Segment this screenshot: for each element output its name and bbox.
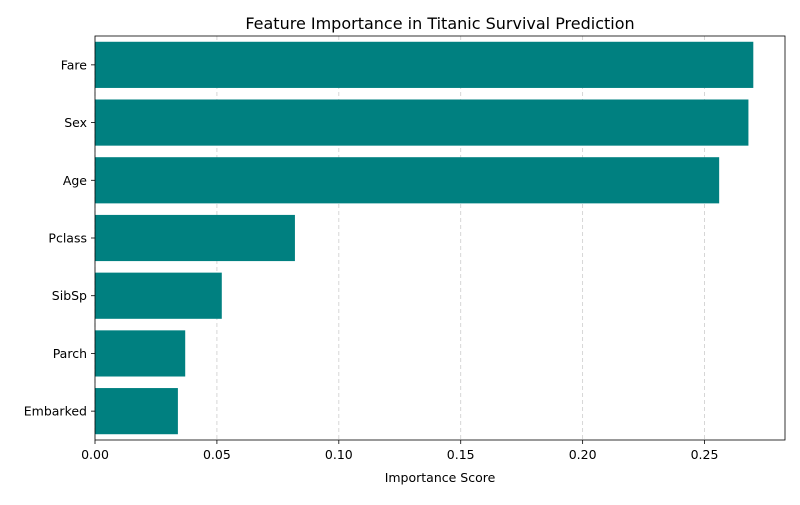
x-tick-label: 0.05	[203, 447, 231, 462]
x-tick-label: 0.25	[691, 447, 719, 462]
y-tick-label: Embarked	[24, 404, 87, 419]
y-tick-label: Fare	[61, 57, 88, 72]
x-axis-label: Importance Score	[385, 470, 496, 485]
bar-pclass	[95, 214, 295, 262]
bar-embarked	[95, 388, 178, 435]
y-tick-label: SibSp	[52, 288, 87, 303]
y-tick-label: Pclass	[48, 231, 87, 246]
x-tick-label: 0.00	[81, 447, 109, 462]
x-axis-ticks: 0.00 0.05 0.10 0.15 0.20 0.25	[81, 440, 718, 462]
y-axis-ticks: Fare Sex Age Pclass SibSp Parch Embarked	[24, 57, 95, 419]
y-tick-label: Sex	[64, 115, 87, 130]
x-tick-label: 0.10	[325, 447, 353, 462]
y-tick-label: Age	[63, 173, 87, 188]
chart-title: Feature Importance in Titanic Survival P…	[245, 14, 634, 33]
x-tick-label: 0.15	[447, 447, 475, 462]
bar-sibsp	[95, 272, 222, 319]
bar-parch	[95, 330, 186, 377]
bars	[95, 41, 754, 435]
bar-age	[95, 157, 720, 204]
bar-fare	[95, 41, 754, 88]
x-tick-label: 0.20	[569, 447, 597, 462]
y-tick-label: Parch	[53, 346, 87, 361]
bar-sex	[95, 99, 749, 146]
